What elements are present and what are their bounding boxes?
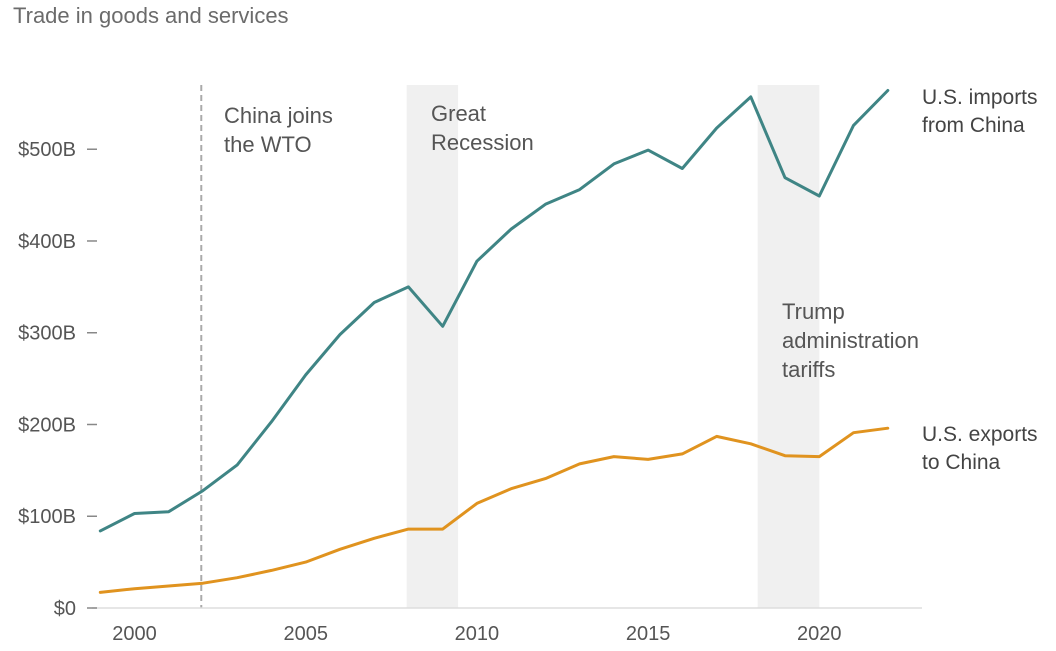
- series-labels: U.S. imports from China U.S. exports to Chi…: [922, 86, 1038, 474]
- tariffs-annotation-line: tariffs: [782, 357, 835, 382]
- imports-series-label: U.S. imports from China: [922, 86, 1038, 137]
- y-tick-label: $300B: [18, 323, 76, 345]
- y-axis-ticks: $0 $100B $200B $300B $400B $500B: [18, 139, 97, 620]
- imports-series-line: [98, 89, 890, 533]
- tariffs-annotation-line: Trump: [782, 299, 845, 324]
- x-tick-label: 2010: [455, 623, 500, 645]
- chart-title: Trade in goods and services: [13, 3, 289, 28]
- great-recession-annotation-line: Recession: [431, 130, 534, 155]
- shaded-period-tariffs: [757, 85, 820, 608]
- x-tick-label: 2015: [626, 623, 671, 645]
- great-recession-annotation-line: Great: [431, 101, 486, 126]
- annotations: China joins the WTO Great Recession Trump adm…: [224, 101, 919, 382]
- wto-annotation-line: China joins: [224, 103, 333, 128]
- exports-series-label-line: U.S. exports: [922, 423, 1038, 446]
- x-tick-label: 2005: [283, 623, 328, 645]
- exports-series-label-line: to China: [922, 451, 1001, 474]
- exports-series-line: [98, 426, 890, 594]
- y-tick-label: $200B: [18, 414, 76, 436]
- x-tick-label: 2020: [797, 623, 842, 645]
- x-tick-label: 2000: [112, 623, 157, 645]
- y-tick-label: $400B: [18, 231, 76, 253]
- imports-series-label-line: U.S. imports: [922, 86, 1038, 109]
- x-axis-ticks: 2000 2005 2010 2015 2020: [112, 623, 841, 645]
- wto-annotation-line: the WTO: [224, 132, 312, 157]
- y-tick-label: $100B: [18, 506, 76, 528]
- shaded-period-great-recession: [406, 85, 459, 608]
- y-tick-label: $500B: [18, 139, 76, 161]
- tariffs-annotation-line: administration: [782, 328, 919, 353]
- exports-series-label: U.S. exports to China: [922, 423, 1038, 474]
- shaded-periods: [406, 85, 820, 608]
- series-lines: [98, 89, 890, 594]
- wto-annotation: China joins the WTO: [224, 103, 333, 157]
- y-tick-label: $0: [54, 598, 76, 620]
- imports-series-label-line: from China: [922, 114, 1025, 137]
- great-recession-annotation: Great Recession: [431, 101, 534, 155]
- tariffs-annotation: Trump administration tariffs: [782, 299, 919, 382]
